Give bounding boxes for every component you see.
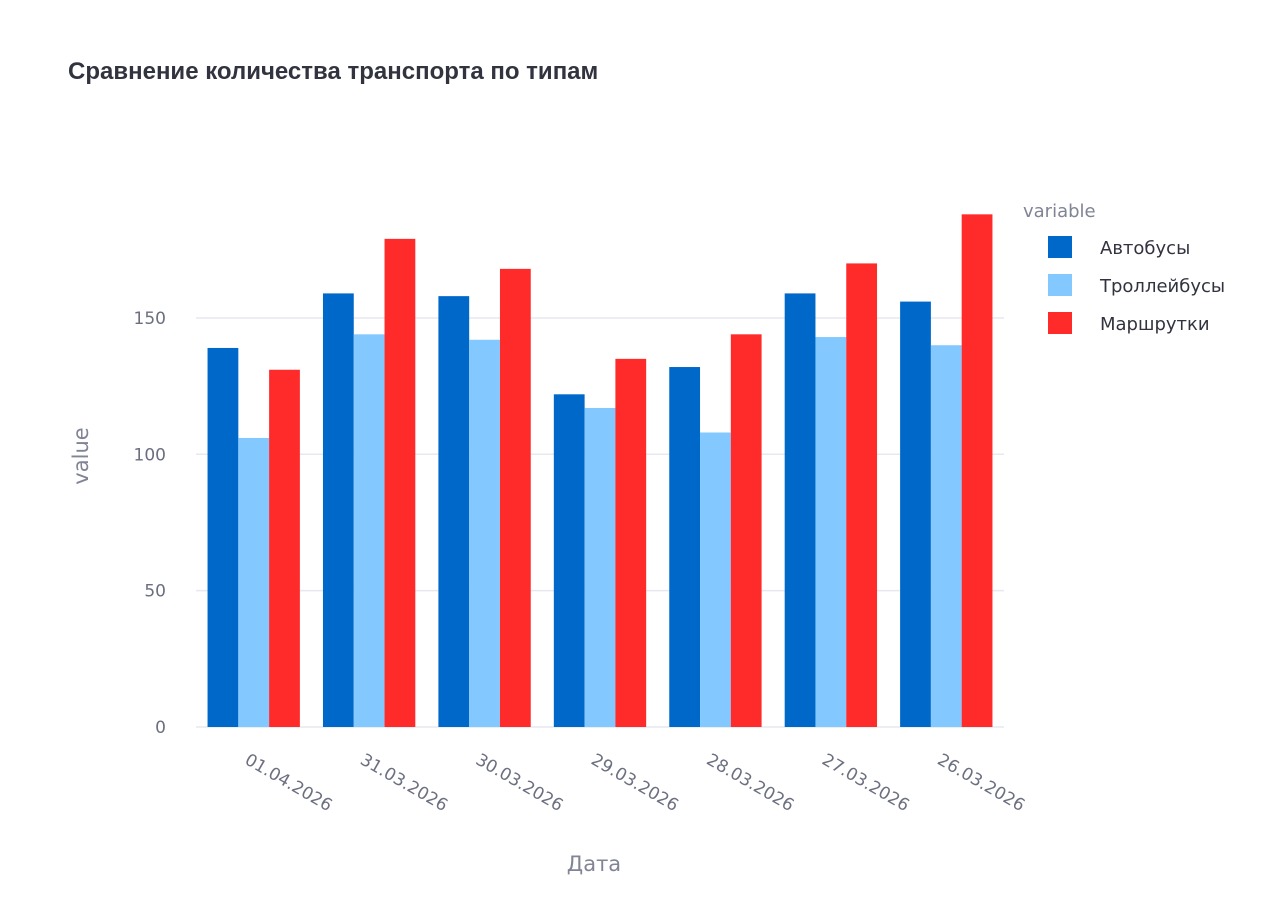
x-tick-label: 31.03.2026 [357, 750, 451, 816]
bar-2-5 [700, 432, 731, 727]
x-tick-label: 27.03.2026 [818, 750, 912, 816]
bar-2-6 [815, 337, 847, 727]
bar-2-4 [584, 407, 616, 727]
bar-3-1 [269, 369, 300, 727]
bar-1-2 [322, 293, 354, 727]
bar-3-4 [615, 358, 647, 727]
legend-swatch [1048, 274, 1072, 296]
bar-1-1 [207, 347, 239, 727]
legend-swatch [1048, 236, 1072, 258]
bar-3-2 [384, 238, 416, 727]
x-tick-label: 01.04.2026 [241, 750, 335, 816]
legend-label: Маршрутки [1100, 314, 1210, 335]
y-axis-title: value [69, 427, 93, 484]
legend-label: Автобусы [1100, 238, 1190, 259]
x-axis-title: Дата [567, 852, 621, 876]
bar-1-7 [900, 301, 931, 727]
bar-3-6 [846, 263, 878, 727]
bar-1-4 [553, 394, 585, 727]
x-tick-label: 28.03.2026 [703, 750, 797, 816]
bar-3-7 [961, 214, 993, 728]
chart-title: Сравнение количества транспорта по типам [68, 58, 599, 85]
legend-label: Троллейбусы [1099, 276, 1225, 297]
legend-swatch [1048, 312, 1072, 334]
y-tick-label: 50 [144, 582, 166, 602]
y-tick-label: 0 [155, 718, 166, 738]
y-tick-label: 100 [134, 445, 166, 465]
y-tick-label: 150 [134, 309, 166, 329]
bar-2-2 [353, 334, 385, 727]
bar-1-6 [784, 293, 816, 727]
bar-1-3 [438, 296, 470, 727]
bar-3-5 [730, 334, 762, 727]
x-tick-label: 30.03.2026 [472, 750, 566, 816]
bar-1-5 [669, 367, 701, 727]
x-tick-label: 26.03.2026 [934, 750, 1028, 816]
legend-title: variable [1023, 201, 1096, 222]
bar-2-7 [930, 345, 962, 727]
bar-3-3 [499, 268, 531, 727]
bar-2-3 [469, 339, 500, 727]
x-tick-label: 29.03.2026 [588, 750, 682, 816]
bar-2-1 [238, 437, 270, 727]
